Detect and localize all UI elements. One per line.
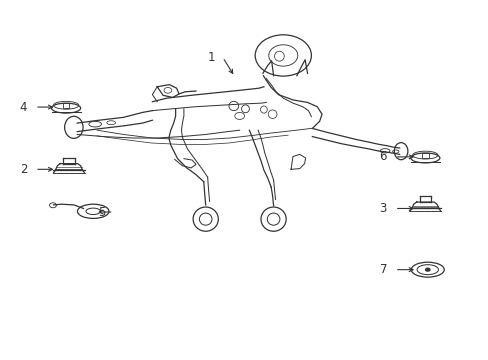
Text: 3: 3 [379,202,386,215]
Bar [62,103,69,108]
Text: 4: 4 [20,100,27,113]
Bar [421,153,428,158]
Text: 6: 6 [379,150,386,163]
Text: 7: 7 [379,263,386,276]
Text: 1: 1 [207,51,215,64]
Text: 5: 5 [98,206,105,219]
Text: 2: 2 [20,163,27,176]
Circle shape [424,267,430,272]
